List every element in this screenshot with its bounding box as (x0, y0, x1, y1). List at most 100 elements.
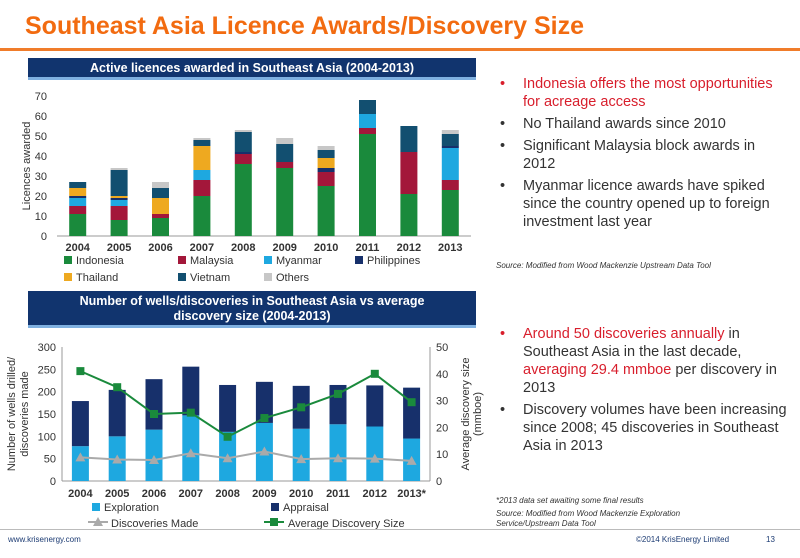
chart2-y-axis-label-line2: discoveries made (19, 371, 31, 457)
chart1-bar-vietnam-2013 (441, 134, 459, 146)
title-divider (0, 48, 800, 51)
chart1-bar-indonesia-2006 (152, 218, 169, 236)
chart1-bar-malaysia-2007 (193, 180, 211, 196)
discovery-bullet-list: Around 50 discoveries annually in Southe… (498, 325, 788, 459)
chart1-bar-thailand-2006 (152, 198, 169, 214)
chart2-point-average-discovery-size-2007 (186, 408, 195, 417)
chart2-y2-tick-20: 20 (436, 422, 448, 434)
chart2-point-discoveries-made-2007 (185, 448, 196, 458)
chart1-bar-others-2008 (234, 130, 252, 132)
chart2-x-tick-2009: 2009 (252, 488, 276, 500)
chart2-bar-appraisal-2004 (71, 401, 89, 447)
chart2-point-discoveries-made-2012 (369, 453, 380, 463)
chart1-x-tick-2005: 2005 (107, 242, 131, 254)
chart2-legend-label-average-discovery-size: Average Discovery Size (288, 518, 405, 530)
chart2-x-tick-2004: 2004 (68, 488, 93, 500)
chart2-x-tick-2005: 2005 (105, 488, 129, 500)
chart1-bar-indonesia-2010 (317, 186, 335, 236)
chart2-y2-axis-label-line2: (mmboe) (472, 392, 484, 436)
chart2-bar-appraisal-2012 (366, 385, 384, 427)
chart1-bar-myanmar-2011 (359, 114, 376, 128)
bullet-thailand-text: No Thailand awards since 2010 (523, 116, 726, 132)
chart2-point-discoveries-made-2004 (75, 452, 86, 462)
chart1-bar-others-2005 (110, 168, 128, 170)
chart1-y-tick-0: 0 (41, 231, 47, 243)
bullet-malaysia-text: Significant Malaysia block awards in 201… (523, 138, 756, 172)
bullet-myanmar: Myanmar licence awards have spiked since… (498, 177, 788, 231)
chart1-bar-indonesia-2008 (234, 164, 252, 236)
chart2-y-tick-150: 150 (38, 409, 56, 421)
chart2-bar-exploration-2007 (182, 415, 200, 481)
chart1-bar-vietnam-2008 (234, 132, 252, 152)
chart1-bar-malaysia-2010 (317, 172, 335, 186)
footer-copyright: ©2014 KrisEnergy Limited (636, 535, 730, 544)
bullet-indonesia: Indonesia offers the most opportunities … (498, 75, 788, 111)
chart2-banner-line1: Number of wells/discoveries in Southeast… (79, 294, 425, 308)
chart2-y2-tick-40: 40 (436, 369, 448, 381)
chart2-y2-tick-30: 30 (436, 396, 448, 408)
chart2-x-tick-2007: 2007 (179, 488, 203, 500)
bullet-discoveries-red1: Around 50 discoveries annually (523, 326, 725, 342)
chart1-bar-malaysia-2006 (152, 214, 169, 218)
chart2-legend-label-appraisal: Appraisal (283, 502, 329, 514)
chart2-point-discoveries-made-2005 (112, 454, 123, 464)
chart1-bar-malaysia-2013 (441, 180, 459, 190)
chart1-bar-myanmar-2013 (441, 148, 459, 180)
chart1-y-tick-40: 40 (35, 151, 47, 163)
chart2-bar-exploration-2004 (71, 446, 89, 481)
chart1-bar-indonesia-2012 (400, 194, 418, 236)
chart1-bar-philippines-2005 (110, 198, 128, 200)
chart2-y-tick-50: 50 (44, 454, 56, 466)
chart1-bar-indonesia-2005 (110, 220, 128, 236)
chart2-x-tick-2008: 2008 (215, 488, 239, 500)
chart1-bar-vietnam-2010 (317, 150, 335, 158)
bullet-discoveries-text2: per discovery in 2013 (523, 362, 777, 396)
chart1-x-tick-2013: 2013 (438, 242, 462, 254)
chart1-legend-swatch-vietnam (178, 273, 186, 281)
chart2-x-tick-2013: 2013* (397, 488, 426, 500)
chart2-line-discoveries-made (80, 450, 412, 462)
chart1-bar-thailand-2005 (110, 196, 128, 198)
chart2-point-average-discovery-size-2013 (407, 398, 416, 407)
chart2-y-tick-0: 0 (50, 476, 56, 488)
chart1-x-tick-2012: 2012 (397, 242, 421, 254)
chart1-legend-swatch-others (264, 273, 272, 281)
footer-website: www.krisenergy.com (8, 535, 81, 544)
chart1-bar-philippines-2004 (69, 196, 87, 198)
chart2-legend-label-discoveries-made: Discoveries Made (111, 518, 198, 530)
chart2-point-average-discovery-size-2010 (297, 403, 306, 412)
bullet-indonesia-text: Indonesia offers the most opportunities … (523, 76, 773, 110)
bullet-myanmar-text: Myanmar licence awards have spiked since… (523, 178, 770, 230)
bullet-volumes-text: Discovery volumes have been increasing s… (523, 402, 787, 454)
chart1-legend-label-indonesia: Indonesia (76, 255, 125, 267)
chart2-y-tick-200: 200 (38, 387, 56, 399)
chart1-bar-malaysia-2009 (276, 162, 294, 168)
chart2-bar-appraisal-2006 (145, 379, 163, 430)
chart1-bar-indonesia-2007 (193, 196, 211, 236)
chart1-bar-indonesia-2009 (276, 168, 294, 236)
chart2-source: Source: Modified from Wood Mackenzie Exp… (496, 509, 736, 529)
chart2-point-discoveries-made-2006 (149, 455, 159, 465)
bullet-discoveries-red2: averaging 29.4 mmboe (523, 362, 672, 378)
chart1-legend-swatch-malaysia (178, 256, 186, 264)
chart1-legend-swatch-myanmar (264, 256, 272, 264)
chart2-y-tick-300: 300 (38, 342, 56, 354)
chart1-bar-myanmar-2005 (110, 200, 128, 206)
chart1-y-tick-30: 30 (35, 171, 47, 183)
chart1-legend-swatch-indonesia (64, 256, 72, 264)
chart2-point-discoveries-made-2010 (296, 454, 307, 464)
chart2-x-tick-2010: 2010 (289, 488, 313, 500)
chart1-legend-label-thailand: Thailand (76, 272, 118, 284)
chart2-legend-swatch-exploration (92, 503, 100, 511)
chart1-bar-malaysia-2012 (400, 152, 418, 194)
footer-divider (0, 529, 800, 530)
chart2-point-discoveries-made-2013 (406, 455, 417, 465)
chart1-bar-vietnam-2009 (276, 144, 294, 162)
chart1-bar-others-2010 (317, 146, 335, 150)
chart1-bar-philippines-2013 (441, 146, 459, 148)
chart2-legend-label-exploration: Exploration (104, 502, 159, 514)
chart1-y-tick-20: 20 (35, 191, 47, 203)
chart2-y-axis-label-line1: Number of wells drilled/ (6, 356, 18, 471)
chart1-legend-label-others: Others (276, 272, 310, 284)
chart1-x-tick-2007: 2007 (190, 242, 214, 254)
